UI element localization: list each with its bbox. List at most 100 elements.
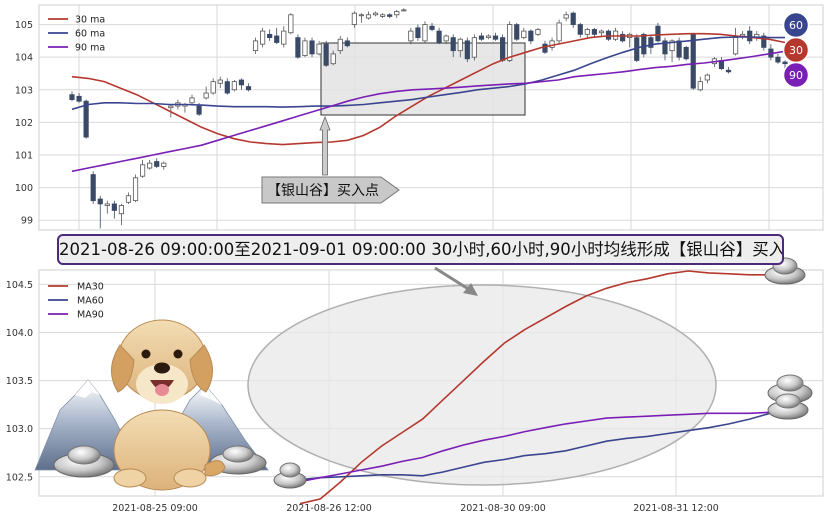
candle-body <box>161 162 167 167</box>
candle-body <box>140 164 146 177</box>
bottom-x-tick-label: 2021-08-25 09:00 <box>112 503 198 514</box>
candle-body <box>252 40 259 52</box>
candle-body <box>761 35 767 48</box>
candle-body <box>782 61 788 65</box>
candle-body <box>83 100 89 138</box>
candle-body <box>210 81 216 94</box>
candle-body <box>203 92 209 99</box>
candle-body <box>189 97 195 104</box>
bottom-legend: MA30 MA60 MA90 <box>48 282 104 321</box>
candle-body <box>669 40 675 52</box>
candle-body <box>344 40 350 47</box>
silver-ingot-icon <box>53 445 115 478</box>
candle-body <box>655 25 661 42</box>
top-chart-panel: 99 100 101 102 103 104 105 30 ma 60 ma 90 ma 【银山… <box>15 4 824 231</box>
candle-body <box>274 35 280 43</box>
candle-body <box>168 105 174 109</box>
top-legend-label: 90 ma <box>75 43 105 54</box>
candle-body <box>302 40 308 56</box>
candle-body <box>556 22 562 42</box>
candle-body <box>598 30 605 34</box>
candle-body <box>584 29 590 35</box>
candle-body <box>471 37 477 58</box>
candle-body <box>429 25 435 30</box>
candle-body <box>365 14 372 19</box>
candle-body <box>288 14 294 34</box>
candle-body <box>563 14 569 19</box>
ma-badge-label: 90 <box>789 69 803 82</box>
candle-body <box>97 198 103 205</box>
candle-body <box>231 81 237 91</box>
top-y-tick-label: 104 <box>15 53 33 64</box>
candle-body <box>507 24 513 61</box>
candle-body <box>380 14 386 17</box>
valley-highlight-box <box>320 42 526 116</box>
top-y-tick-label: 102 <box>15 118 33 129</box>
bottom-legend-label: MA90 <box>77 310 104 321</box>
top-y-tick-label: 100 <box>15 183 33 194</box>
candle-body <box>125 195 132 203</box>
candle-body <box>648 37 654 48</box>
candle-body <box>464 40 470 60</box>
candle-body <box>676 40 682 58</box>
candle-body <box>704 74 710 81</box>
candle-body <box>69 94 75 100</box>
top-legend-label: 60 ma <box>75 29 105 40</box>
candle-body <box>323 43 329 66</box>
bottom-ma-line-MA30 <box>299 270 770 505</box>
candle-body <box>217 79 223 84</box>
summary-banner: 2021-08-26 09:00:00至2021-09-01 09:00:00 … <box>57 234 784 265</box>
candle-body <box>337 38 343 52</box>
candle-body <box>443 35 449 42</box>
candle-body <box>485 35 492 39</box>
candle-body <box>450 37 456 52</box>
candle-body <box>775 56 781 63</box>
candle-body <box>132 177 139 202</box>
top-legend-label: 30 ma <box>75 15 105 26</box>
ma-badges: 60 30 90 <box>782 11 810 89</box>
bottom-ma-line-MA60 <box>299 412 771 481</box>
candle-body <box>492 35 499 40</box>
candle-body <box>662 40 668 55</box>
top-y-tick-label: 101 <box>15 151 33 162</box>
top-legend: 30 ma 60 ma 90 ma <box>48 15 105 54</box>
candle-body <box>196 105 202 115</box>
silver-ingot-icon <box>273 462 307 489</box>
bottom-y-tick-labels: 102.5 103.0 103.5 104.0 104.5 <box>6 280 33 483</box>
candle-body <box>732 37 739 55</box>
candle-body <box>147 162 153 169</box>
bottom-x-tick-labels: 2021-08-25 09:00 2021-08-26 12:00 2021-08-… <box>112 503 719 514</box>
bottom-y-tick-label: 104.0 <box>6 328 33 339</box>
candle-body <box>535 29 541 35</box>
candle-body <box>76 95 82 102</box>
bottom-ma-lines <box>299 270 771 505</box>
candle-body <box>387 14 393 17</box>
candle-body <box>683 46 689 60</box>
top-ma-line-90-ma <box>71 50 786 173</box>
candle-body <box>111 203 117 211</box>
candle-body <box>281 30 287 45</box>
candle-body <box>577 24 583 35</box>
candle-body <box>457 38 463 52</box>
candle-body <box>641 33 647 55</box>
top-y-tick-label: 103 <box>15 85 33 96</box>
ma-badge <box>782 61 810 89</box>
top-ma-line-60-ma <box>71 36 785 111</box>
candle-body <box>620 33 626 42</box>
bottom-y-tick-label: 103.5 <box>6 376 33 387</box>
candle-body <box>351 12 357 25</box>
ma-badge-label: 60 <box>789 19 803 32</box>
candle-body <box>90 174 96 202</box>
candle-body <box>408 30 414 42</box>
candle-body <box>542 43 548 53</box>
candle-body <box>401 9 407 12</box>
candle-body <box>725 69 732 73</box>
candle-body <box>267 33 273 39</box>
bottom-legend-label: MA30 <box>77 282 104 293</box>
candle-body <box>415 27 421 39</box>
candle-body <box>245 86 252 91</box>
candle-body <box>500 37 506 61</box>
bottom-x-tick-label: 2021-08-26 12:00 <box>286 503 372 514</box>
candle-body <box>295 37 301 58</box>
